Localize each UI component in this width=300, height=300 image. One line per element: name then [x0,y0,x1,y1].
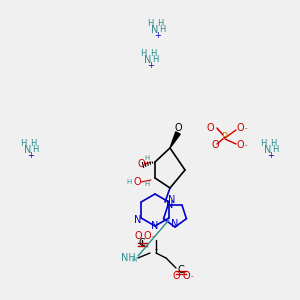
Text: -: - [191,273,193,279]
Text: O: O [174,123,182,133]
Text: H: H [126,179,132,185]
Text: O: O [137,159,145,169]
Text: N: N [151,25,159,35]
Text: O: O [182,271,190,281]
Text: H: H [131,257,136,263]
Text: O: O [134,231,142,241]
Text: C: C [178,265,184,275]
Text: H: H [32,146,38,154]
Text: H: H [147,19,153,28]
Text: H: H [270,139,276,148]
Text: -: - [152,233,154,239]
Text: +: + [268,152,274,160]
Text: N: N [144,55,152,65]
Text: H: H [144,155,150,161]
Text: -: - [245,125,247,131]
Text: +: + [154,32,161,40]
Polygon shape [170,132,180,148]
Text: N: N [168,195,175,205]
Text: H: H [272,146,278,154]
Text: H: H [157,19,163,28]
Text: O: O [133,177,141,187]
Text: O: O [172,271,180,281]
Text: +: + [148,61,154,70]
Text: O: O [236,123,244,133]
Text: -: - [245,142,247,148]
Text: O: O [206,123,214,133]
Text: N: N [171,219,179,229]
Text: N: N [166,200,174,210]
Text: C: C [139,238,145,248]
Text: P: P [222,132,228,142]
Text: N: N [151,221,159,231]
Text: N: N [264,145,272,155]
Text: H: H [159,26,165,34]
Text: H: H [144,181,150,187]
Text: N: N [134,215,142,225]
Text: -: - [154,245,158,254]
Text: O: O [143,231,151,241]
Text: H: H [30,139,36,148]
Text: NH: NH [121,253,135,263]
Text: O: O [236,140,244,150]
Text: H: H [20,139,26,148]
Text: O: O [211,140,219,150]
Text: H: H [152,56,158,64]
Text: N: N [24,145,32,155]
Text: H: H [260,139,266,148]
Text: H: H [150,49,156,58]
Text: +: + [28,152,34,160]
Text: H: H [140,49,146,58]
